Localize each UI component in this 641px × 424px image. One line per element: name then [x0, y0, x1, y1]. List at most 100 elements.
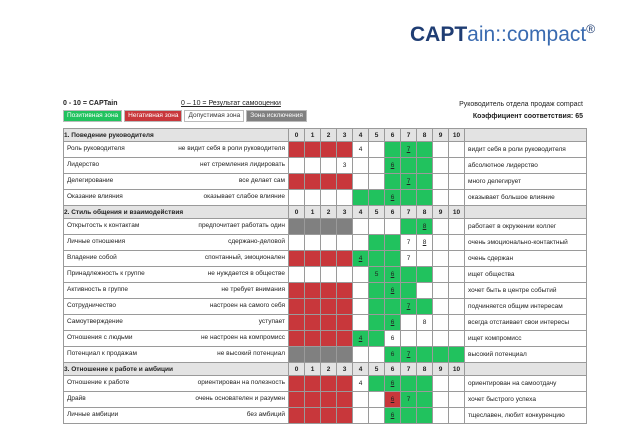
column-number: 5	[368, 128, 385, 142]
scale-cell	[320, 189, 337, 206]
scale-cell	[448, 218, 465, 235]
scale-cell	[320, 234, 337, 251]
trait-label-cell: Сотрудничество настроен на самого себя	[63, 298, 289, 315]
column-number: 0	[288, 128, 305, 142]
trait-label-cell: Лидерство нет стремления лидировать	[63, 157, 289, 174]
trait-high-pole: абсолютное лидерство	[464, 157, 587, 174]
column-number: 2	[320, 205, 337, 219]
scale-cell	[320, 375, 337, 392]
scale-cell	[432, 314, 449, 331]
scale-cell	[288, 314, 305, 331]
scale-cell	[432, 407, 449, 424]
scale-cell	[304, 234, 321, 251]
scale-cell	[304, 375, 321, 392]
captain-score: 7	[400, 234, 417, 251]
trait-name: Открытость к контактам	[67, 222, 140, 229]
section-title: 1. Поведение руководителя	[63, 128, 289, 142]
scale-cell	[400, 375, 417, 392]
scale-cell	[336, 218, 353, 235]
trait-row: Лидерство нет стремления лидировать 3 6 абсо…	[63, 157, 587, 174]
trait-label-cell: Делегирование все делает сам	[63, 173, 289, 190]
column-number: 1	[304, 128, 321, 142]
column-number: 3	[336, 205, 353, 219]
trait-label-cell: Отношение к работе ориентирован на полезн…	[63, 375, 289, 392]
column-number: 9	[432, 205, 449, 219]
trait-row: Роль руководителя не видит себя в роли ру…	[63, 141, 587, 158]
scale-cell	[336, 375, 353, 392]
self-score: 7	[400, 173, 417, 190]
trait-high-pole: подчиняется общим интересам	[464, 298, 587, 315]
trait-label-cell: Самоутверждение уступает	[63, 314, 289, 331]
scale-cell	[336, 282, 353, 299]
trait-row: Отношение к работе ориентирован на полезн…	[63, 375, 587, 392]
scale-cell	[368, 141, 385, 158]
scale-cell	[304, 141, 321, 158]
trait-name: Личные амбиции	[67, 411, 119, 418]
scale-cell	[432, 218, 449, 235]
captain-score: 5	[368, 266, 385, 283]
scale-cell	[384, 141, 401, 158]
scale-cell	[432, 141, 449, 158]
scale-cell	[448, 282, 465, 299]
scale-cell	[448, 250, 465, 267]
scale-cell	[432, 298, 449, 315]
trait-low-pole: не нуждается в обществе	[207, 270, 285, 277]
trait-low-pole: очень основателен и разумен	[195, 395, 285, 402]
scale-cell	[384, 298, 401, 315]
scale-cell	[352, 218, 369, 235]
trait-name: Драйв	[67, 395, 86, 402]
trait-name: Роль руководителя	[67, 145, 125, 152]
scale-cell	[416, 391, 433, 408]
scale-self-label: 0 – 10 = Результат самооценки	[181, 100, 281, 107]
column-number: 9	[432, 128, 449, 142]
trait-low-pole: не видит себя в роли руководителя	[178, 145, 285, 152]
profile-table: 1. Поведение руководителя 0 1 2 3 4 5 6 7 8 9 10 Рол…	[63, 128, 587, 424]
trait-name: Оказание влияния	[67, 193, 123, 200]
captain-score: 7	[400, 391, 417, 408]
captain-score: 4	[352, 375, 369, 392]
self-score: 6	[384, 391, 401, 408]
scale-cell	[336, 141, 353, 158]
column-number: 4	[352, 362, 369, 376]
trait-high-pole: работает в окружении коллег	[464, 218, 587, 235]
trait-row: Принадлежность к группе не нуждается в об…	[63, 266, 587, 283]
scale-cell	[368, 250, 385, 267]
scale-cell	[416, 407, 433, 424]
column-number: 6	[384, 205, 401, 219]
trait-low-pole: предпочитает работать один	[198, 222, 285, 229]
trait-name: Самоутверждение	[67, 318, 123, 325]
trait-high-pole: много делегирует	[464, 173, 587, 190]
scale-cell	[416, 282, 433, 299]
trait-low-pole: ориентирован на полезность	[197, 379, 285, 386]
scale-cell	[416, 330, 433, 347]
scale-cell	[336, 298, 353, 315]
scale-cell	[432, 250, 449, 267]
scale-cell	[352, 407, 369, 424]
self-score: 7	[400, 346, 417, 363]
scale-cell	[320, 346, 337, 363]
self-score: 6	[384, 314, 401, 331]
trait-low-pole: все делает сам	[238, 177, 285, 184]
scale-cell	[448, 314, 465, 331]
column-number: 1	[304, 362, 321, 376]
section-title: 3. Отношение к работе и амбиции	[63, 362, 289, 376]
scale-cell	[352, 266, 369, 283]
scale-cell	[304, 266, 321, 283]
scale-cell	[448, 391, 465, 408]
column-number: 5	[368, 205, 385, 219]
scale-cell	[368, 189, 385, 206]
scale-cell	[288, 375, 305, 392]
column-number: 8	[416, 128, 433, 142]
trait-high-pole: ориентирован на самоотдачу	[464, 375, 587, 392]
trait-name: Отношения с людьми	[67, 334, 133, 341]
scale-cell	[352, 234, 369, 251]
scale-cell	[336, 391, 353, 408]
scale-cell	[368, 407, 385, 424]
scale-cell	[288, 173, 305, 190]
trait-high-pole: высокий потенциал	[464, 346, 587, 363]
scale-cell	[288, 218, 305, 235]
scale-cell	[448, 189, 465, 206]
scale-cell	[352, 189, 369, 206]
column-number: 0	[288, 362, 305, 376]
scale-cell	[432, 157, 449, 174]
